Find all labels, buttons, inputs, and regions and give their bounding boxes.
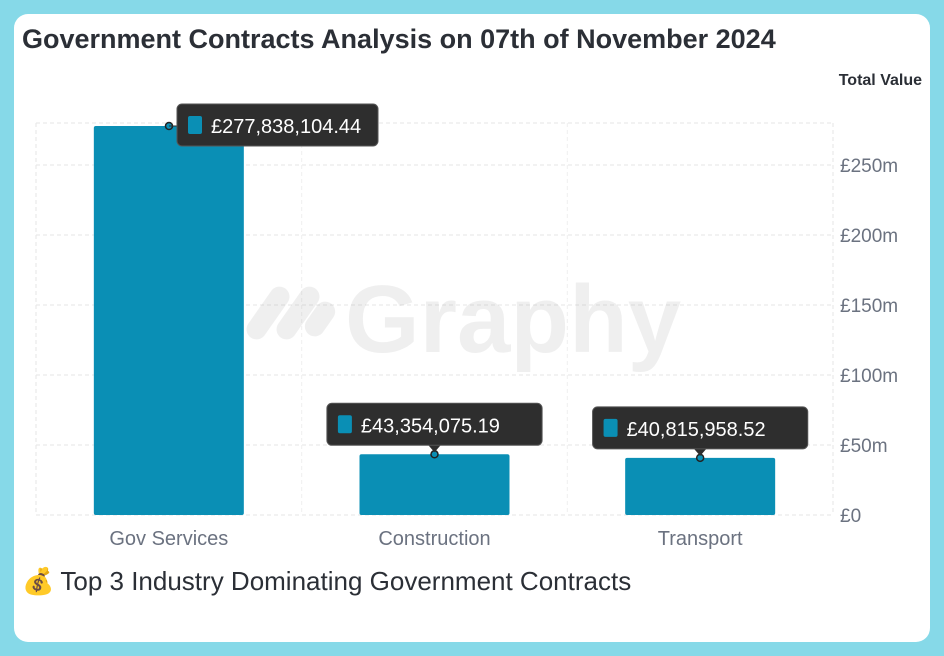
legend-swatch bbox=[337, 415, 352, 434]
y-tick-labels: £0 £50m £100m £150m £200m £250m bbox=[840, 156, 898, 527]
footer-caption: 💰 Top 3 Industry Dominating Government Co… bbox=[22, 566, 631, 597]
y-tick-label: £100m bbox=[840, 366, 898, 387]
watermark: Graphy bbox=[246, 266, 681, 373]
tooltip-box bbox=[326, 402, 543, 446]
y-tick-label: £150m bbox=[840, 296, 898, 317]
x-tick-label: Transport bbox=[658, 528, 743, 550]
tooltip-pointer bbox=[693, 447, 708, 456]
legend-swatch bbox=[603, 418, 618, 437]
tooltip-box bbox=[592, 406, 809, 450]
y-tick-label: £200m bbox=[840, 226, 898, 247]
data-labels: £277,838,104.44 £43,354,075.19 £40,815,958… bbox=[164, 103, 809, 463]
tooltip-box bbox=[176, 103, 379, 147]
x-tick-labels: Gov Services Construction Transport bbox=[109, 528, 743, 550]
y-axis-title: Total Value bbox=[838, 72, 922, 89]
bar[interactable] bbox=[359, 454, 510, 515]
y-tick-label: £250m bbox=[840, 156, 898, 177]
money-bag-icon: 💰 bbox=[22, 566, 55, 596]
bars-layer bbox=[93, 126, 776, 515]
watermark-text: Graphy bbox=[345, 266, 681, 373]
data-label-tooltip: £40,815,958.52 bbox=[592, 406, 809, 463]
data-label: £40,815,958.52 bbox=[627, 419, 766, 441]
legend-swatch bbox=[188, 116, 202, 134]
bar[interactable] bbox=[625, 457, 776, 515]
bar[interactable] bbox=[93, 126, 244, 515]
x-tick-label: Construction bbox=[378, 528, 490, 550]
chart-title: Government Contracts Analysis on 07th of… bbox=[22, 24, 776, 54]
data-label-tooltip: £43,354,075.19 bbox=[326, 402, 543, 459]
grid-layer bbox=[35, 122, 834, 516]
data-label: £43,354,075.19 bbox=[361, 415, 500, 437]
data-label: £277,838,104.44 bbox=[211, 116, 361, 138]
tooltip-pointer bbox=[427, 444, 442, 453]
x-tick-label: Gov Services bbox=[109, 528, 228, 550]
data-label-tooltip: £277,838,104.44 bbox=[164, 103, 379, 147]
footer-text: Top 3 Industry Dominating Government Con… bbox=[60, 566, 632, 596]
y-tick-label: £0 bbox=[840, 506, 861, 527]
y-tick-label: £50m bbox=[840, 436, 888, 457]
